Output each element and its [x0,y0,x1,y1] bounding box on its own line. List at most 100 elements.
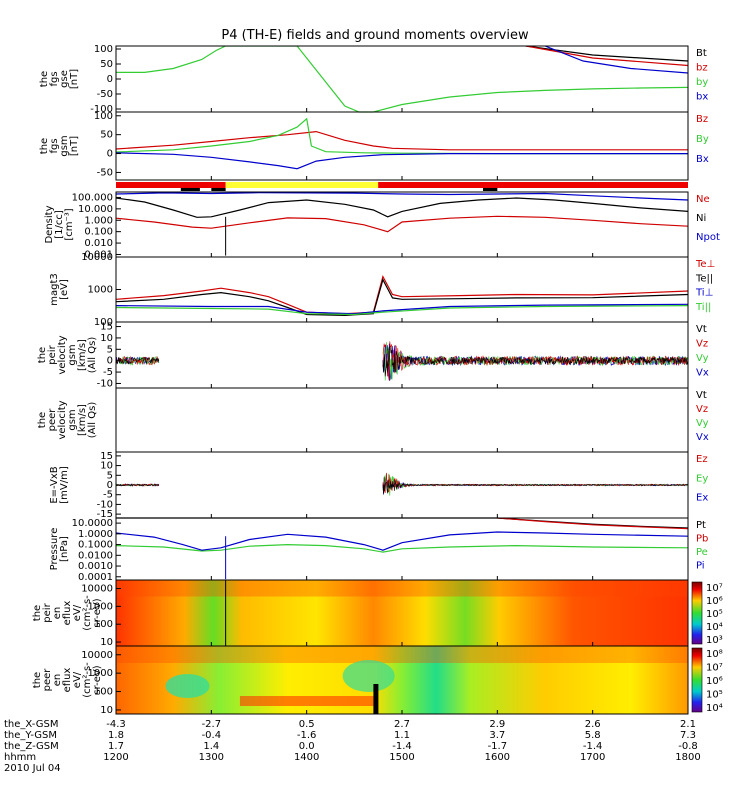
fgs-gsm-series-By [116,117,688,155]
peir-eflux-ylabel-line: sr-eV) [92,598,103,627]
peer-velocity-ylabel-line: (All Qs) [87,402,98,439]
peer-eflux-colorbar-label: 10⁷ [706,663,723,674]
xaxis-row-value: 0.0 [299,741,315,752]
fgs-gse-series-bz [525,46,688,67]
efield-ytick-label: -5 [103,490,113,501]
peir-eflux-colorbar-label: 10⁷ [706,583,723,594]
efield-burst-0-3 [116,483,160,487]
peer-eflux-fill-gap [373,684,379,714]
xaxis-row-value: 2.9 [489,719,505,730]
efield-legend-1: Ey [696,473,708,484]
fgs-gse-legend-3: bx [696,92,708,103]
peir-eflux-ylabel-line: en [52,607,63,620]
peir-velocity-ytick-label: 5 [107,344,113,355]
peir-velocity-ylabel-line: the [37,347,48,363]
fgs-gse-ylabel-line: [nT] [69,69,80,89]
fgs-gsm-ytick-label: 100 [94,111,113,122]
xaxis-row-value: -1.7 [488,741,508,752]
peir-velocity-ytick-label: 15 [100,322,113,333]
peir-velocity-ylabel-line: [km/s] [77,339,88,371]
temperature-ytick-label: 10000 [81,252,113,263]
peer-velocity-ylabel-line: the [37,412,48,428]
peir-velocity-ytick-label: -10 [97,378,113,389]
fgs-gse-ylabel-line: gse [59,70,70,88]
peir-velocity-ylabel-line: velocity [57,335,68,374]
xaxis-row-value: 2.1 [680,719,696,730]
peer-velocity-legend-2: Vy [696,418,709,429]
fgs-gse-series-bx [544,46,688,74]
peer-eflux-ytick-label: 10000 [81,650,113,661]
xaxis-row-value: 1700 [580,752,605,763]
fgs-gsm-ylabel-line: fgs [49,138,60,153]
peer-velocity-ylabel-line: peer [47,408,58,432]
peir-eflux-colorbar-label: 10³ [706,635,723,646]
peer-eflux-upper-band [116,646,688,663]
temperature-ylabel-line: magt3 [49,273,60,306]
peir-eflux-spectrogram [116,580,688,646]
xaxis-row-value: 1.4 [203,741,219,752]
pressure-series-Pb [497,517,688,530]
peir-eflux-ylabel-line: eflux [62,601,73,626]
peer-eflux-ytick-label: 10 [100,705,113,716]
fgs-gsm-frame [115,111,689,181]
xaxis-row-label: hhmm [4,752,36,763]
peer-velocity-ylabel-line: [km/s] [77,404,88,436]
efield-ytick-label: 5 [107,470,113,481]
peer-eflux-ytick-label: 100 [94,687,113,698]
efield-legend-0: Ez [696,454,708,465]
peir-velocity-ytick-label: 10 [100,333,113,344]
peir-eflux-colorbar-label: 10⁴ [706,622,723,633]
pressure-ytick-label: 1.0000 [78,529,113,540]
xaxis-row-value: 5.8 [585,730,601,741]
peer-eflux-colorbar [691,647,703,713]
peer-velocity-ylabel-line: gsm [67,409,78,430]
pressure-ytick-label: 0.1000 [78,540,113,551]
density-ylabel-line: [cm⁻³] [64,208,75,240]
peer-eflux-ylabel-line: en [52,674,63,687]
density-ytick-label: 10.000 [78,204,113,215]
fgs-gsm-ytick-label: 0 [107,149,113,160]
xaxis-row-value: 0.5 [299,719,315,730]
mode-bar-segment-2 [378,182,688,188]
pressure-series-Pe [116,543,688,553]
xaxis-row-label: the_X-GSM [4,719,58,730]
peir-eflux-colorbar-label: 10⁶ [706,596,723,607]
peer-eflux-low-energy-band [239,696,374,706]
peer-eflux-ytick-label: 1000 [88,668,113,679]
pressure-legend-3: Pi [696,561,705,572]
efield-ylabel-line: E=-VxB [49,466,60,503]
density-ytick-label: 0.100 [84,227,113,238]
density-ytick-label: 1.000 [84,215,113,226]
xaxis-row-value: 2.6 [585,719,601,730]
density-series-Ne [116,215,688,233]
fgs-gse-series-Bt [525,46,688,62]
pressure-ylabel-line: [nPa] [59,536,70,562]
peer-eflux-colorbar-label: 10⁸ [706,649,723,660]
peir-eflux-ylabel-line: the [32,605,43,621]
peir-eflux-upper-band [116,580,688,597]
mode-bar-segment-0 [116,182,226,188]
xaxis-row-value: 1.8 [108,730,124,741]
density-ytick-label: 0.010 [84,238,113,249]
temperature-ytick-label: 100 [94,317,113,328]
xaxis-row-value: -1.4 [583,741,603,752]
peir-velocity-burst-1-3 [382,346,688,377]
peir-velocity-legend-1: Vz [696,339,708,350]
fgs-gse-legend-0: Bt [696,48,707,59]
mode-bar-mark-0 [180,188,200,191]
xaxis-date: 2010 Jul 04 [4,763,61,774]
fgs-gse-ytick-label: -50 [97,89,113,100]
efield-ytick-label: -10 [97,499,113,510]
density-series-Ni [116,197,688,218]
density-legend-0: Ne [696,194,710,205]
peer-velocity-frame [115,387,689,453]
peir-velocity-legend-3: Vx [696,368,709,379]
temperature-series-Te|| [116,278,688,317]
peir-velocity-legend-2: Vy [696,353,709,364]
xaxis-row-value: -2.7 [202,719,222,730]
peir-eflux-colorbar [691,581,703,645]
fgs-gse-ytick-label: 50 [100,59,113,70]
xaxis-row-value: 1.1 [394,730,410,741]
pressure-legend-2: Pe [696,547,708,558]
